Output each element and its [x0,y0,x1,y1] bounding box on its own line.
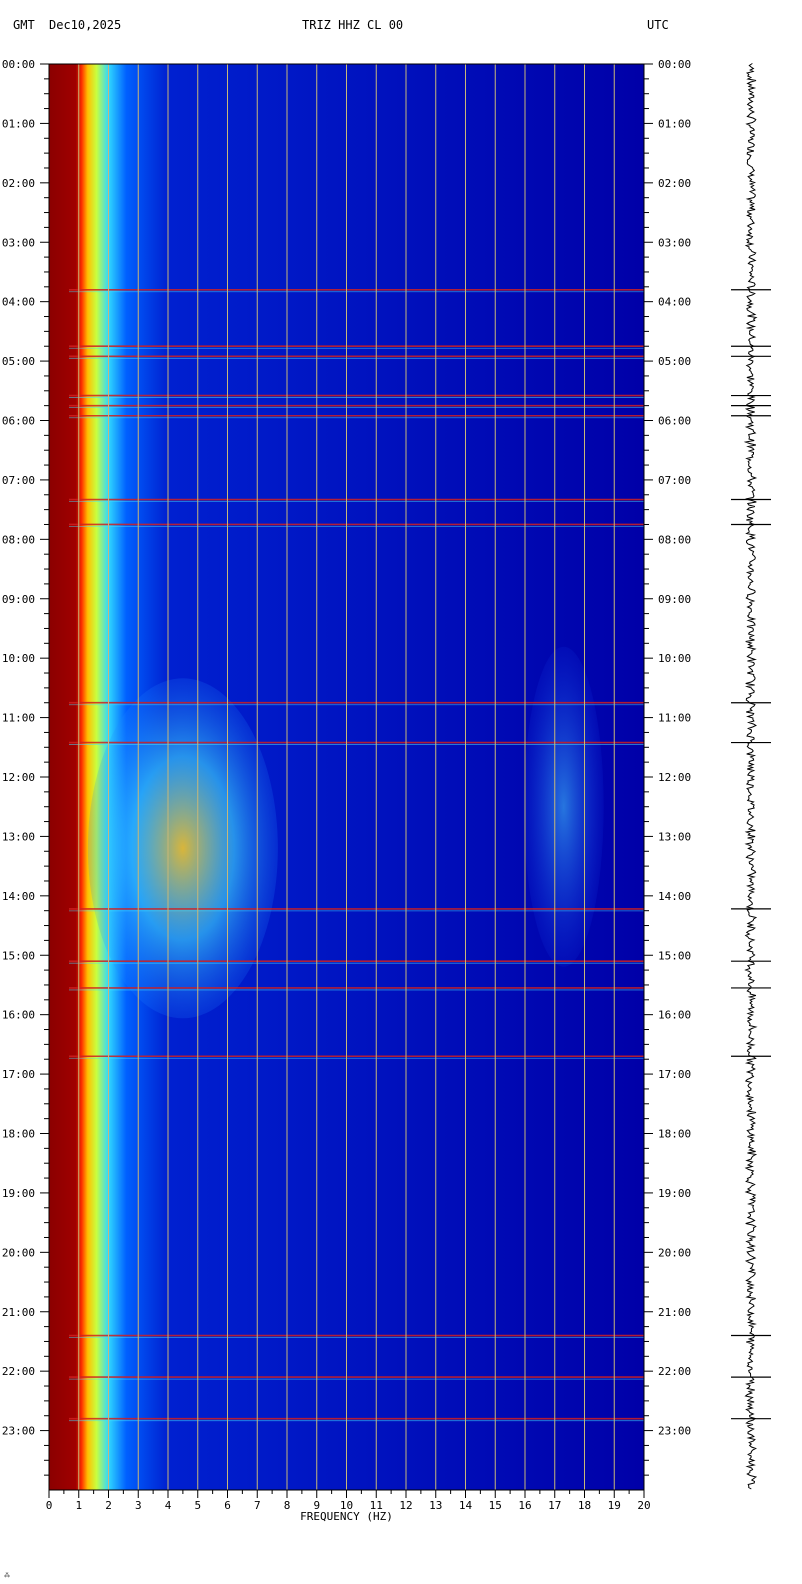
y-tick-label-left: 06:00 [2,415,35,428]
y-tick-label-left: 22:00 [2,1365,35,1378]
y-tick-label-left: 23:00 [2,1425,35,1438]
y-tick-label-right: 07:00 [658,474,691,487]
y-tick-label-right: 18:00 [658,1128,691,1141]
y-tick-label-right: 21:00 [658,1306,691,1319]
y-tick-label-left: 20:00 [2,1246,35,1259]
y-tick-label-right: 19:00 [658,1187,691,1200]
y-tick-label-right: 15:00 [658,949,691,962]
x-tick-label: 1 [75,1499,82,1512]
y-tick-label-left: 13:00 [2,830,35,843]
x-tick-label: 5 [194,1499,201,1512]
x-tick-label: 20 [637,1499,650,1512]
y-tick-label-right: 03:00 [658,236,691,249]
y-tick-label-left: 10:00 [2,652,35,665]
seismogram-trace [731,63,771,1490]
y-tick-label-right: 10:00 [658,652,691,665]
y-tick-label-left: 09:00 [2,593,35,606]
noise-region-daytime [87,678,278,1019]
y-tick-label-left: 08:00 [2,533,35,546]
y-tick-label-left: 04:00 [2,296,35,309]
spectrogram-plot-area [48,64,645,1490]
x-tick-label: 12 [399,1499,412,1512]
x-tick-label: 6 [224,1499,231,1512]
x-tick-label: 13 [429,1499,442,1512]
y-tick-label-left: 15:00 [2,949,35,962]
y-tick-label-left: 14:00 [2,890,35,903]
y-tick-label-right: 16:00 [658,1009,691,1022]
x-tick-label: 0 [46,1499,53,1512]
y-tick-label-right: 01:00 [658,117,691,130]
x-tick-label: 17 [548,1499,561,1512]
seismogram-path [743,63,758,1490]
x-tick-label: 15 [489,1499,502,1512]
x-tick-label: 4 [165,1499,172,1512]
x-tick-label: 18 [578,1499,591,1512]
x-tick-label: 3 [135,1499,142,1512]
y-tick-label-right: 20:00 [658,1246,691,1259]
y-tick-label-left: 19:00 [2,1187,35,1200]
x-tick-label: 9 [313,1499,320,1512]
y-tick-label-right: 17:00 [658,1068,691,1081]
y-tick-label-right: 06:00 [658,415,691,428]
y-tick-label-right: 05:00 [658,355,691,368]
y-tick-label-right: 11:00 [658,712,691,725]
y-tick-label-left: 11:00 [2,712,35,725]
x-tick-label: 14 [459,1499,473,1512]
y-tick-label-right: 14:00 [658,890,691,903]
corner-mark: ⁂ [4,1572,10,1579]
y-tick-label-left: 18:00 [2,1128,35,1141]
y-tick-label-right: 13:00 [658,830,691,843]
axes: 00:00 00:00 01:00 01:00 02:00 02:00 03:00 03:00… [2,58,691,1523]
header-right-timezone: UTC [647,18,669,32]
x-tick-label: 8 [284,1499,291,1512]
y-tick-label-left: 02:00 [2,177,35,190]
y-tick-label-left: 17:00 [2,1068,35,1081]
y-tick-label-left: 07:00 [2,474,35,487]
y-tick-label-right: 09:00 [658,593,691,606]
y-tick-label-right: 00:00 [658,58,691,71]
y-tick-label-right: 08:00 [658,533,691,546]
y-tick-label-left: 05:00 [2,355,35,368]
y-tick-label-right: 12:00 [658,771,691,784]
noise-region-high-frequency [523,646,604,967]
x-tick-label: 7 [254,1499,261,1512]
header-date: Dec10,2025 [49,18,122,32]
x-tick-label: 19 [608,1499,621,1512]
x-tick-label: 10 [340,1499,353,1512]
x-tick-label: 16 [518,1499,531,1512]
y-tick-label-right: 23:00 [658,1425,691,1438]
header-left-timezone: GMT [13,18,35,32]
y-tick-label-right: 22:00 [658,1365,691,1378]
y-tick-label-left: 03:00 [2,236,35,249]
y-tick-label-left: 01:00 [2,117,35,130]
y-tick-label-left: 00:00 [2,58,35,71]
x-tick-label: 2 [105,1499,112,1512]
x-axis-title: FREQUENCY (HZ) [300,1510,393,1523]
y-tick-label-left: 12:00 [2,771,35,784]
header-station: TRIZ HHZ CL 00 [302,18,404,32]
y-tick-label-right: 02:00 [658,177,691,190]
y-tick-label-left: 16:00 [2,1009,35,1022]
y-tick-label-left: 21:00 [2,1306,35,1319]
x-tick-label: 11 [370,1499,383,1512]
y-tick-label-right: 04:00 [658,296,691,309]
